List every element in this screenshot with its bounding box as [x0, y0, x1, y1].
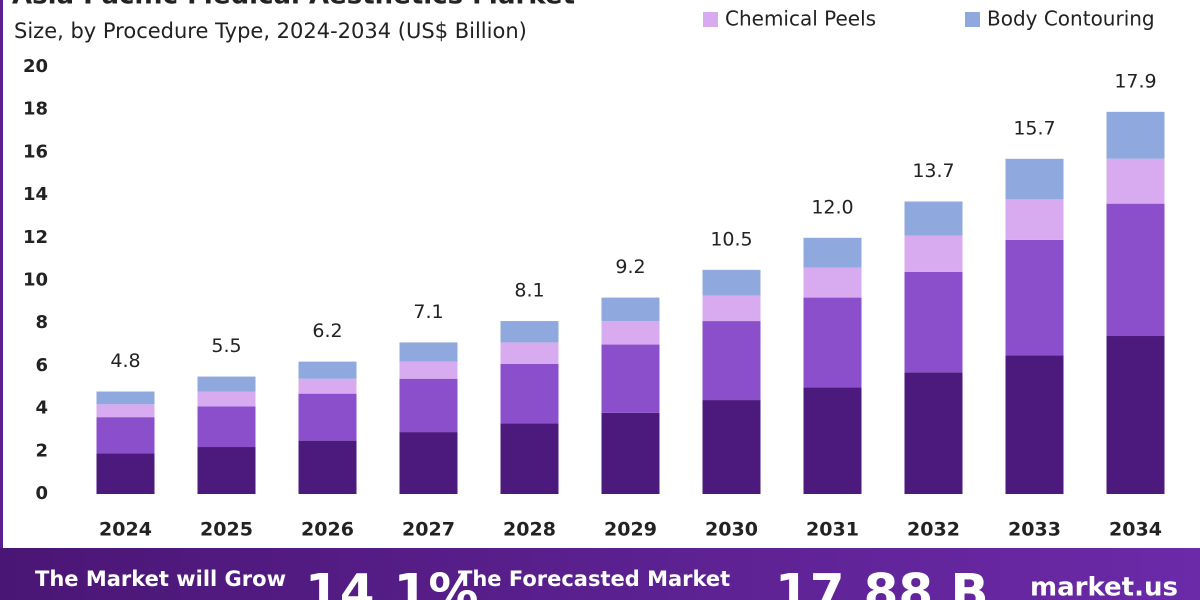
bar-segment [904, 235, 963, 272]
footer-brand: market.us [1030, 573, 1178, 600]
bar-segment [96, 453, 155, 494]
bar-segment [298, 378, 357, 394]
bar-segment [601, 412, 660, 494]
y-tick-label: 10 [23, 270, 48, 291]
total-label: 12.0 [811, 196, 853, 218]
footer-bg [0, 548, 1200, 600]
legend-label: Body Contouring [987, 7, 1155, 31]
bar-segment [803, 387, 862, 494]
bar-segment [601, 297, 660, 322]
footer-cagr: 14.1% [305, 564, 478, 600]
chart-subtitle: Size, by Procedure Type, 2024-2034 (US$ … [14, 19, 527, 43]
total-label: 7.1 [413, 301, 443, 323]
bar-segment [904, 201, 963, 236]
bar-segment [803, 267, 862, 298]
bar-segment [702, 295, 761, 322]
legend-swatch [703, 12, 718, 27]
y-tick-label: 2 [35, 440, 48, 461]
frame-edge [0, 0, 3, 548]
total-label: 13.7 [912, 160, 954, 182]
bar-segment [1106, 111, 1165, 159]
bar-segment [197, 376, 256, 392]
footer-size: 17.88 B [775, 564, 989, 600]
x-tick-label: 2033 [1008, 519, 1061, 541]
footer-text: The Market will Grow [35, 567, 286, 591]
bar-segment [96, 417, 155, 454]
bar-segment [500, 363, 559, 424]
bar-segment [1106, 203, 1165, 337]
total-label: 4.8 [110, 350, 140, 372]
y-tick-label: 0 [35, 483, 48, 504]
x-tick-label: 2032 [907, 519, 960, 541]
bar-segment [601, 344, 660, 413]
footer-text: The Forecasted Market [458, 567, 730, 591]
bar-segment [803, 237, 862, 268]
total-label: 8.1 [514, 280, 544, 302]
total-label: 6.2 [312, 320, 342, 342]
total-label: 15.7 [1013, 117, 1055, 139]
bar-segment [500, 423, 559, 494]
bar-segment [904, 271, 963, 373]
y-tick-label: 20 [23, 56, 48, 77]
bar-segment [1106, 336, 1165, 494]
bar-segment [601, 321, 660, 345]
bar-segment [298, 440, 357, 494]
bar-segment [96, 404, 155, 418]
y-tick-label: 6 [35, 355, 48, 376]
y-tick-label: 8 [35, 312, 48, 333]
bar-segment [1106, 158, 1165, 204]
x-tick-label: 2024 [99, 519, 152, 541]
footer-banner: The Market will Grow 14.1% The Forecaste… [0, 548, 1200, 600]
y-tick-label: 12 [23, 227, 48, 248]
y-tick-label: 14 [23, 184, 48, 205]
bar-segment [399, 361, 458, 379]
bar-segment [96, 391, 155, 405]
plot-area: 0 2 4 6 8 10 12 14 16 18 20 4.8 2024 5.5 2025 6.2 2026 7.… [23, 56, 1165, 541]
bar-segment [197, 447, 256, 494]
legend-swatch [965, 12, 980, 27]
bar-segment [803, 297, 862, 388]
bar-segment [1005, 158, 1064, 200]
bar-segment [500, 342, 559, 364]
bar-segment [298, 361, 357, 379]
bar-segment [298, 393, 357, 441]
bar-segment [500, 321, 559, 343]
x-tick-label: 2027 [402, 519, 455, 541]
legend-label: Chemical Peels [725, 7, 876, 31]
bar-segment [702, 269, 761, 296]
total-label: 9.2 [615, 256, 645, 278]
bar-segment [197, 406, 256, 448]
y-tick-label: 4 [35, 398, 48, 419]
x-tick-label: 2034 [1109, 519, 1162, 541]
bar-segment [1005, 239, 1064, 356]
x-tick-label: 2031 [806, 519, 859, 541]
y-tick-label: 18 [23, 99, 48, 120]
bar-segment [702, 400, 761, 494]
x-tick-label: 2030 [705, 519, 758, 541]
chart-title: Asia Pacific Medical Aesthetics Market [12, 0, 575, 11]
legend: Chemical Peels Body Contouring [703, 7, 1155, 31]
total-label: 17.9 [1114, 70, 1156, 92]
bar-segment [399, 342, 458, 362]
bar-segment [399, 378, 458, 433]
x-tick-label: 2028 [503, 519, 556, 541]
x-tick-label: 2029 [604, 519, 657, 541]
x-tick-label: 2025 [200, 519, 253, 541]
total-label: 10.5 [710, 228, 752, 250]
bar-segment [702, 321, 761, 401]
bar-segment [399, 432, 458, 494]
bar-segment [904, 372, 963, 494]
bar-segment [197, 391, 256, 407]
bar-segment [1005, 355, 1064, 494]
y-tick-label: 16 [23, 141, 48, 162]
x-tick-label: 2026 [301, 519, 354, 541]
bar-segment [1005, 199, 1064, 240]
total-label: 5.5 [211, 335, 241, 357]
